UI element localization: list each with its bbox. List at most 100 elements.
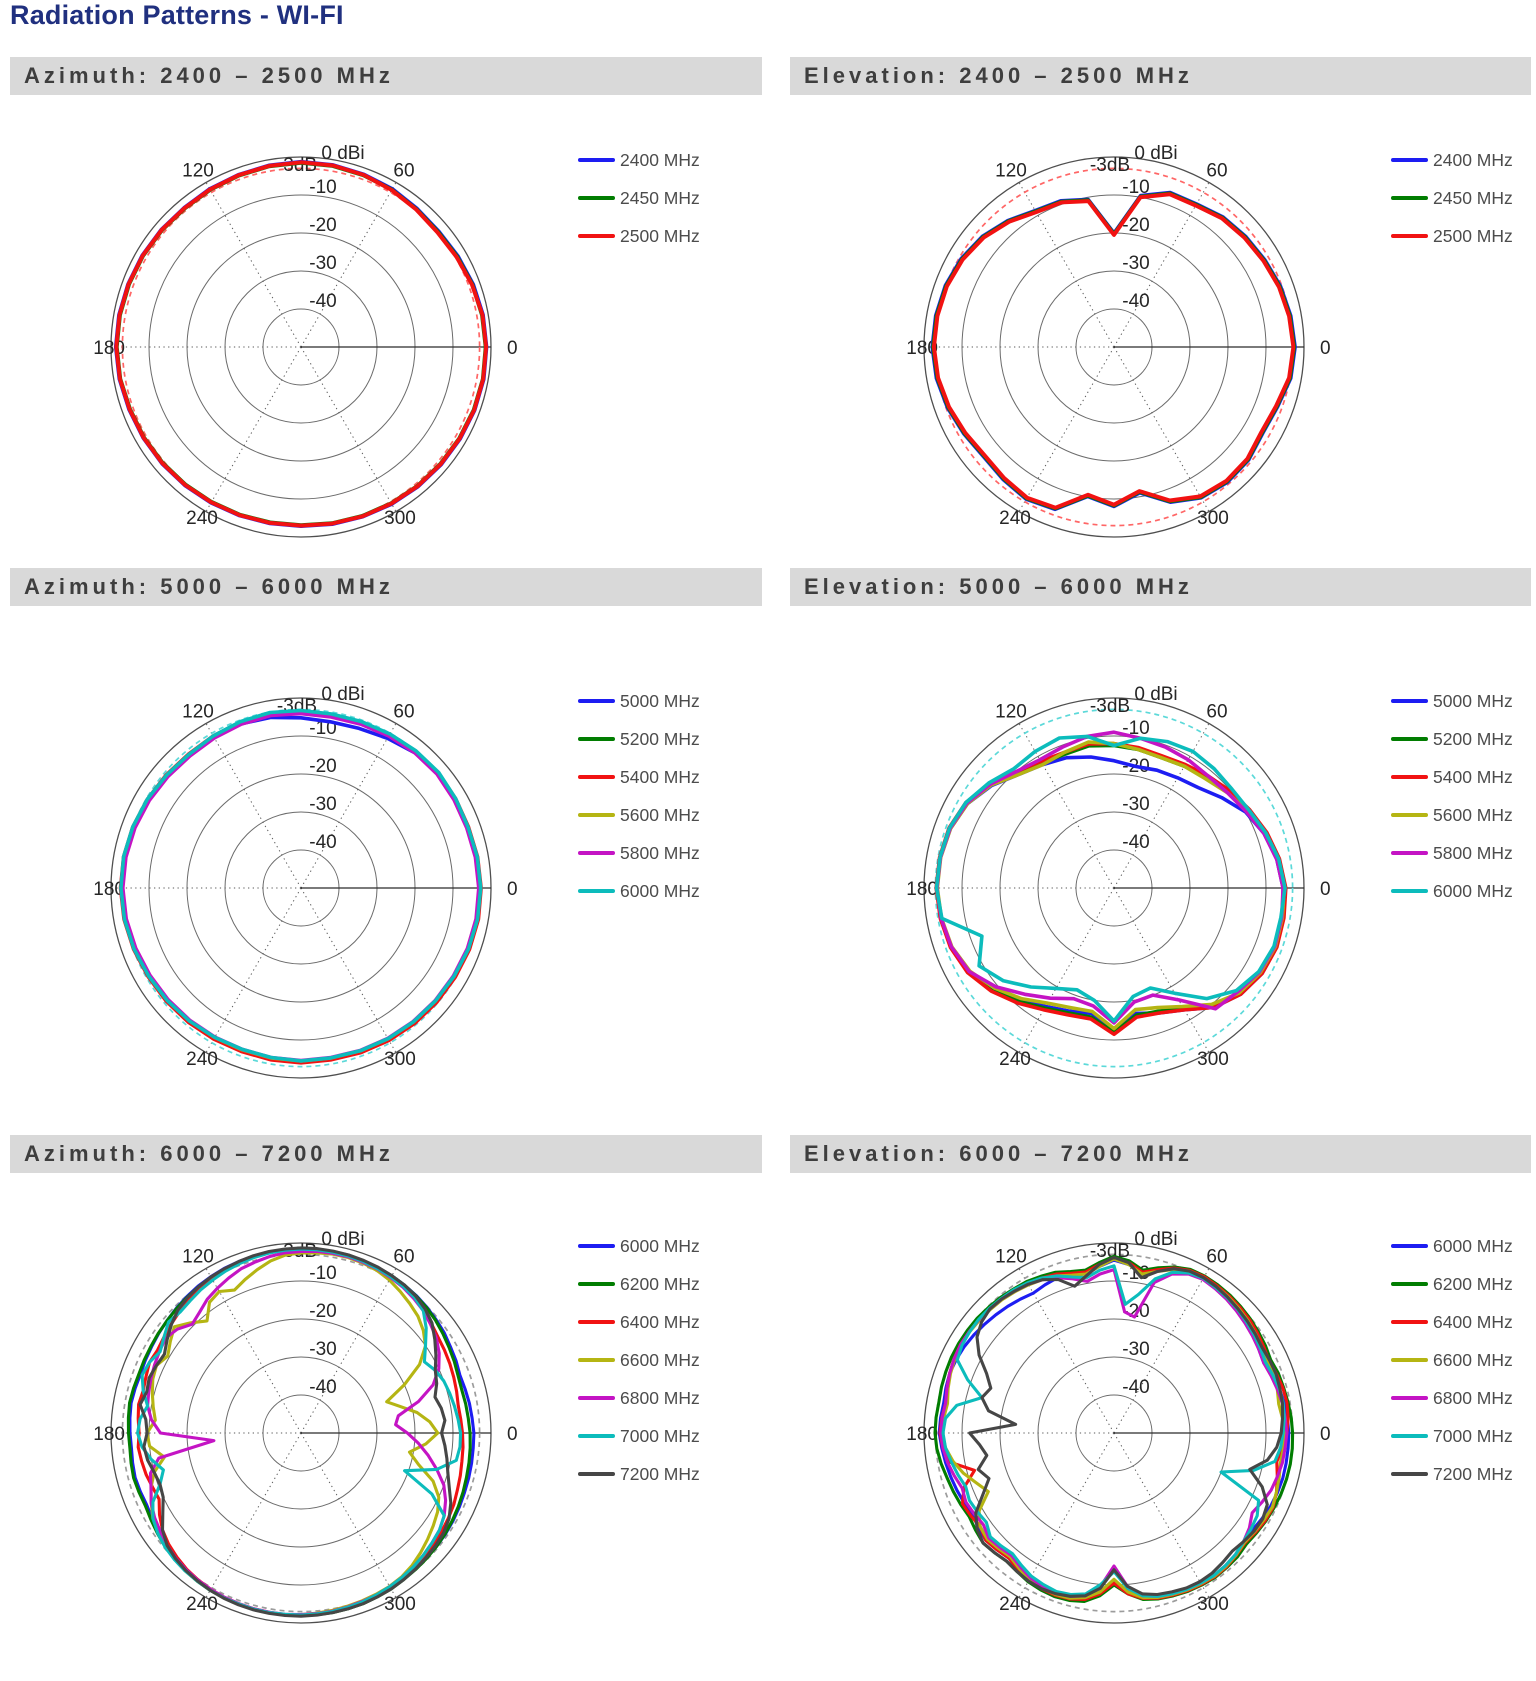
angle-label-300: 300: [384, 1049, 416, 1070]
angle-label-300: 300: [1197, 1594, 1229, 1615]
radial-gridline: [205, 182, 302, 348]
radial-gridline: [1018, 346, 1115, 512]
legend-item-7000-mhz: 7000 MHz: [578, 1417, 700, 1455]
chart-azimuth-6000-7200: 0 60 120 180 240 300 -10 -20 -30 -40 0 dBi -3dB: [41, 1190, 561, 1676]
legend-label: 5600 MHz: [1433, 804, 1513, 825]
legend-item-5200-mhz: 5200 MHz: [578, 720, 700, 758]
angle-label-120: 120: [995, 701, 1027, 722]
radial-label--30: -30: [1122, 794, 1149, 815]
legend-item-2450-mhz: 2450 MHz: [578, 179, 700, 217]
angle-label-240: 240: [999, 1049, 1031, 1070]
legend-item-5600-mhz: 5600 MHz: [578, 796, 700, 834]
legend-item-7200-mhz: 7200 MHz: [578, 1455, 700, 1493]
trace-6600-mhz: [145, 1251, 441, 1617]
legend-label: 6000 MHz: [1433, 880, 1513, 901]
legend-label: 2400 MHz: [1433, 149, 1513, 170]
legend-item-5000-mhz: 5000 MHz: [578, 682, 700, 720]
angle-label-180: 180: [906, 1424, 938, 1445]
legend-swatch: [578, 1244, 615, 1248]
angle-label-120: 120: [182, 1246, 214, 1267]
legend-swatch: [1391, 699, 1428, 703]
legend-swatch: [578, 196, 615, 200]
angle-label-60: 60: [393, 1246, 414, 1267]
legend-label: 5600 MHz: [620, 804, 700, 825]
legend-label: 7000 MHz: [620, 1425, 700, 1446]
radial-label--10: -10: [1122, 177, 1149, 198]
legend-swatch: [578, 737, 615, 741]
angle-label-60: 60: [393, 701, 414, 722]
legend-item-6000-mhz: 6000 MHz: [578, 1227, 700, 1265]
legend-item-6800-mhz: 6800 MHz: [578, 1379, 700, 1417]
legend-item-2400-mhz: 2400 MHz: [1391, 141, 1513, 179]
legend-label: 5400 MHz: [1433, 766, 1513, 787]
legend-swatch: [578, 234, 615, 238]
legend-swatch: [1391, 234, 1428, 238]
legend-label: 6600 MHz: [1433, 1349, 1513, 1370]
legend-item-5800-mhz: 5800 MHz: [578, 834, 700, 872]
radial-gridline: [1113, 887, 1210, 1053]
radial-gridline: [205, 723, 302, 889]
radial-gridline: [205, 1432, 302, 1598]
radial-unit-label: 0 dBi: [321, 1229, 364, 1250]
radial-label--30: -30: [309, 253, 336, 274]
legend-item-6400-mhz: 6400 MHz: [1391, 1303, 1513, 1341]
angle-label-300: 300: [384, 1594, 416, 1615]
page-title: Radiation Patterns - WI-FI: [10, 0, 344, 30]
trace-6000-mhz: [119, 708, 483, 1063]
radial-label--40: -40: [1122, 832, 1149, 853]
angle-label-300: 300: [1197, 1049, 1229, 1070]
legend-swatch: [1391, 1358, 1428, 1362]
legend-label: 2450 MHz: [620, 187, 700, 208]
radial-gridline: [1018, 723, 1115, 889]
legend-elevation-6000-7200: 6000 MHz 6200 MHz 6400 MHz 6600 MHz 6800 MHz…: [1391, 1227, 1513, 1493]
legend-label: 5000 MHz: [620, 690, 700, 711]
angle-label-180: 180: [93, 1424, 125, 1445]
angle-label-0: 0: [1320, 879, 1331, 900]
legend-elevation-5000-6000: 5000 MHz 5200 MHz 5400 MHz 5600 MHz 5800 MHz…: [1391, 682, 1513, 910]
angle-label-180: 180: [906, 338, 938, 359]
radial-label--40: -40: [309, 832, 336, 853]
legend-swatch: [578, 889, 615, 893]
chart-elevation-6000-7200: 0 60 120 180 240 300 -10 -20 -30 -40 0 dBi -3dB: [854, 1190, 1374, 1676]
angle-label-240: 240: [999, 508, 1031, 529]
angle-label-0: 0: [1320, 1424, 1331, 1445]
radial-unit-label: 0 dBi: [321, 684, 364, 705]
section-header-elevation-5000-6000: Elevation: 5000 – 6000 MHz: [790, 568, 1531, 606]
trace-2500-mhz: [114, 160, 489, 528]
legend-label: 5800 MHz: [1433, 842, 1513, 863]
legend-swatch: [578, 1358, 615, 1362]
legend-azimuth-6000-7200: 6000 MHz 6200 MHz 6400 MHz 6600 MHz 6800 MHz…: [578, 1227, 700, 1493]
legend-label: 2500 MHz: [1433, 225, 1513, 246]
legend-swatch: [1391, 775, 1428, 779]
radial-unit-label: 0 dBi: [1134, 143, 1177, 164]
trace-5800-mhz: [935, 730, 1285, 1025]
legend-label: 2500 MHz: [620, 225, 700, 246]
angle-label-180: 180: [93, 879, 125, 900]
polar-plot-azimuth-2400-2500: 0 60 120 180 240 300 -10 -20 -30 -40 0 dBi-3dB: [93, 143, 518, 538]
legend-swatch: [1391, 851, 1428, 855]
section-header-azimuth-5000-6000: Azimuth: 5000 – 6000 MHz: [10, 568, 762, 606]
legend-swatch: [1391, 737, 1428, 741]
legend-item-7000-mhz: 7000 MHz: [1391, 1417, 1513, 1455]
legend-item-6000-mhz: 6000 MHz: [578, 872, 700, 910]
legend-label: 6200 MHz: [620, 1273, 700, 1294]
angle-label-180: 180: [906, 879, 938, 900]
angle-label-0: 0: [507, 1424, 518, 1445]
chart-elevation-5000-6000: 0 60 120 180 240 300 -10 -20 -30 -40 0 dBi -3dB: [854, 645, 1374, 1131]
angle-label-180: 180: [93, 338, 125, 359]
section-header-elevation-6000-7200: Elevation: 6000 – 7200 MHz: [790, 1135, 1531, 1173]
angle-label-240: 240: [186, 1594, 218, 1615]
legend-label: 6400 MHz: [620, 1311, 700, 1332]
angle-label-120: 120: [182, 701, 214, 722]
legend-item-5600-mhz: 5600 MHz: [1391, 796, 1513, 834]
legend-swatch: [1391, 1434, 1428, 1438]
legend-item-6000-mhz: 6000 MHz: [1391, 1227, 1513, 1265]
legend-swatch: [578, 775, 615, 779]
trace-6000-mhz: [934, 734, 1287, 1023]
legend-azimuth-5000-6000: 5000 MHz 5200 MHz 5400 MHz 5600 MHz 5800 MHz…: [578, 682, 700, 910]
angle-label-60: 60: [393, 160, 414, 181]
angle-label-240: 240: [186, 1049, 218, 1070]
trace-7000-mhz: [136, 1247, 463, 1617]
